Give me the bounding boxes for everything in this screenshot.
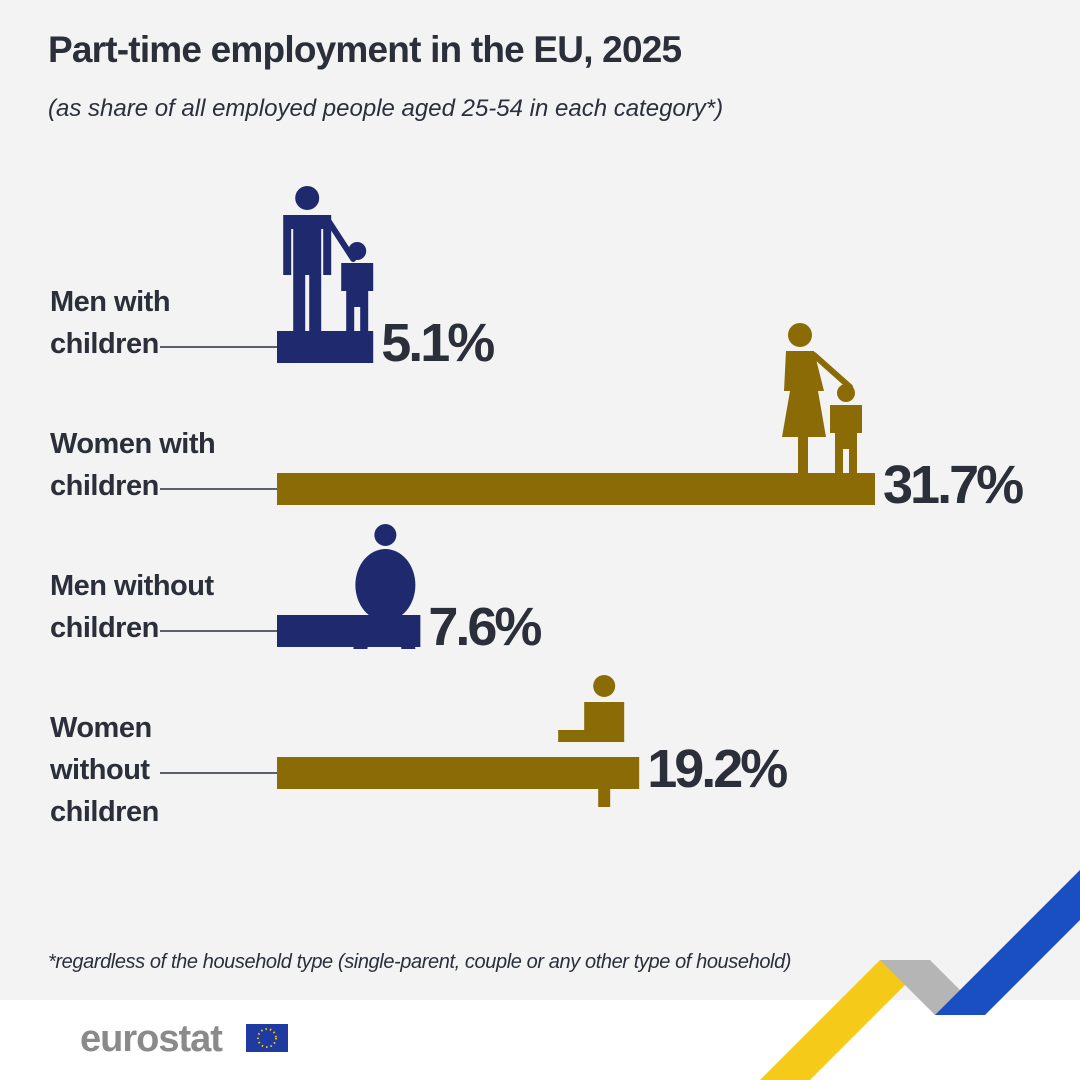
icon-part — [837, 384, 855, 402]
chart-title: Part-time employment in the EU, 2025 — [48, 29, 682, 70]
logo-text: eurostat — [80, 1018, 223, 1060]
bar — [277, 473, 875, 505]
icon-part — [782, 351, 826, 473]
category-label: Men without children — [50, 570, 214, 644]
value-label: 5.1% — [381, 313, 494, 373]
bar — [277, 331, 374, 363]
icon-part — [593, 675, 616, 697]
decor-ribbons — [760, 870, 1080, 1080]
icon-part — [341, 263, 374, 331]
category-label: Men with children — [50, 286, 171, 360]
footnote: *regardless of the household type (singl… — [48, 951, 791, 973]
icon-part — [355, 549, 416, 621]
eu-flag — [246, 1024, 288, 1052]
footer-band — [0, 1000, 1080, 1080]
value-label: 31.7% — [883, 455, 1023, 515]
icon-part — [788, 323, 812, 347]
icon-part — [811, 352, 853, 390]
icon-part — [558, 702, 625, 742]
icon-part — [348, 242, 367, 260]
bar — [277, 615, 421, 647]
icon-part — [283, 215, 332, 337]
icon-part — [830, 405, 862, 473]
bar-icon — [782, 323, 862, 473]
bar — [277, 757, 640, 789]
category-label: Women with children — [50, 428, 216, 502]
icon-part — [374, 524, 397, 546]
bar-icon — [283, 186, 374, 337]
category-label: Women without children — [50, 712, 159, 828]
value-label: 7.6% — [428, 597, 541, 657]
icon-part — [295, 186, 320, 210]
value-label: 19.2% — [647, 739, 787, 799]
chart-subtitle: (as share of all employed people aged 25… — [48, 95, 723, 122]
